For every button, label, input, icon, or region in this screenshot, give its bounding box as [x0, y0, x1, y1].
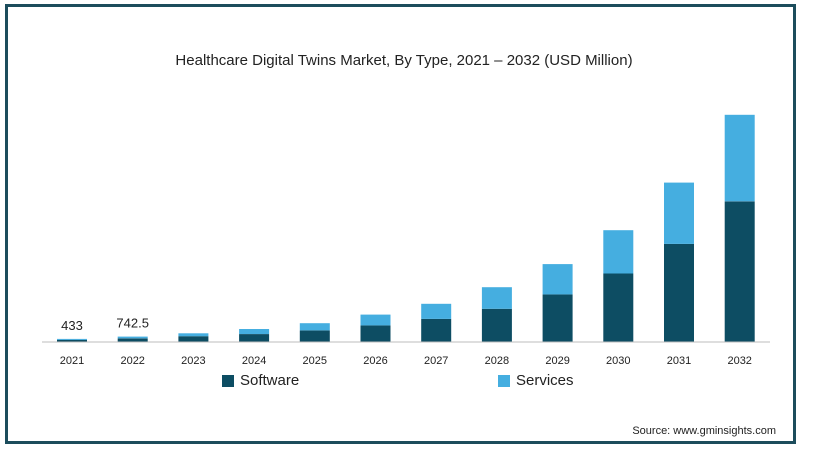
x-tick-label: 2025	[303, 355, 327, 367]
bar-software-2022	[117, 338, 148, 342]
bar-services-2022	[117, 336, 148, 339]
legend-item-software: Software	[222, 372, 299, 389]
bar-software-2027	[421, 318, 452, 342]
bar-software-2029	[542, 294, 573, 342]
x-tick-label: 2027	[424, 355, 448, 367]
x-tick-label: 2023	[181, 355, 205, 367]
bar-software-2030	[603, 273, 634, 342]
bar-services-2023	[178, 333, 209, 337]
bar-services-2021	[57, 338, 87, 340]
bar-software-2024	[239, 334, 270, 342]
bar-services-2025	[299, 323, 330, 331]
bar-services-2026	[360, 314, 391, 326]
x-tick-label: 2026	[363, 355, 387, 367]
data-label-2021: 433	[61, 318, 83, 333]
legend-swatch-services	[498, 374, 510, 387]
x-tick-label: 2024	[242, 355, 266, 367]
bar-services-2032	[724, 114, 755, 202]
bar-software-2025	[299, 330, 330, 342]
x-tick-label: 2032	[727, 355, 751, 367]
bar-services-2029	[542, 264, 573, 295]
x-tick-label: 2030	[606, 355, 630, 367]
x-tick-label: 2022	[120, 355, 144, 367]
bar-software-2021	[57, 339, 87, 342]
x-tick-label: 2021	[60, 355, 84, 367]
bar-services-2031	[664, 182, 694, 244]
bar-software-2032	[724, 201, 755, 342]
bar-software-2023	[178, 336, 209, 342]
legend-label-services: Services	[516, 372, 574, 389]
bar-software-2028	[481, 308, 512, 342]
bar-software-2026	[360, 325, 391, 342]
data-label-2022: 742.5	[116, 316, 149, 331]
legend-item-services: Services	[498, 372, 574, 389]
bar-services-2027	[421, 303, 452, 319]
bar-services-2024	[239, 329, 270, 334]
x-tick-label: 2031	[667, 355, 691, 367]
chart-legend: Software Services	[0, 372, 814, 394]
bar-software-2031	[664, 243, 694, 342]
chart-title: Healthcare Digital Twins Market, By Type…	[175, 52, 633, 69]
bar-services-2030	[603, 230, 634, 274]
source-note: Source: www.gminsights.com	[632, 425, 776, 437]
legend-swatch-software	[222, 374, 234, 387]
x-tick-label: 2028	[485, 355, 509, 367]
legend-label-software: Software	[240, 372, 300, 389]
bar-services-2028	[481, 287, 512, 309]
x-tick-label: 2029	[545, 355, 569, 367]
